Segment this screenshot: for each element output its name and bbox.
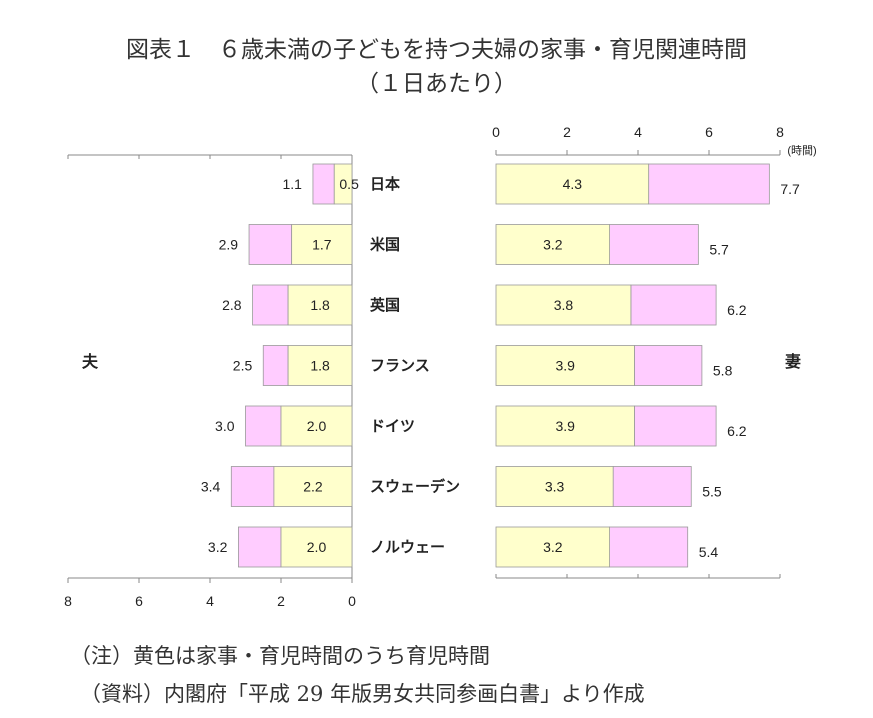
husband-childcare-bar <box>273 466 353 507</box>
husband-total-value: 1.1 <box>282 176 302 192</box>
wife-childcare-bar <box>495 345 635 386</box>
husband-childcare-value: 1.8 <box>310 297 330 313</box>
wife-childcare-value: 3.2 <box>543 237 563 253</box>
wife-childcare-value: 3.8 <box>554 297 574 313</box>
wife-housework-bar <box>612 466 692 507</box>
wife-axis-tick-label: 0 <box>492 124 500 140</box>
husband-childcare-bar <box>280 405 353 447</box>
category-label: 米国 <box>370 236 400 254</box>
husband-childcare-bar <box>287 284 353 326</box>
wife-total-value: 7.7 <box>780 181 800 197</box>
wife-total-value: 5.4 <box>699 544 719 560</box>
wife-total-value: 6.2 <box>727 423 747 439</box>
wife-total-value: 5.5 <box>702 484 722 500</box>
wife-childcare-bar <box>495 405 635 447</box>
category-label: フランス <box>370 358 430 375</box>
husband-childcare-value: 2.0 <box>307 539 327 555</box>
wife-childcare-value: 3.9 <box>555 358 575 374</box>
husband-housework-bar <box>237 526 282 568</box>
wife-side-label: 妻 <box>785 352 801 371</box>
wife-axis-unit: (時間) <box>787 144 816 157</box>
wife-childcare-bar <box>495 224 610 265</box>
chart-subtitle: （１日あたり） <box>356 71 517 97</box>
wife-housework-bar <box>609 526 689 568</box>
husband-housework-bar <box>230 466 275 507</box>
husband-housework-bar <box>312 163 335 205</box>
wife-axis-tick-label: 2 <box>563 124 571 140</box>
husband-housework-bar <box>245 405 282 447</box>
husband-childcare-bar <box>287 345 353 386</box>
husband-total-value: 3.4 <box>201 479 221 495</box>
husband-childcare-value: 2.0 <box>307 418 327 434</box>
husband-childcare-bar <box>333 163 353 205</box>
husband-total-value: 2.5 <box>233 358 253 374</box>
husband-childcare-bar <box>291 224 353 265</box>
wife-housework-bar <box>634 345 703 386</box>
wife-total-value: 5.8 <box>713 363 733 379</box>
wife-childcare-bar <box>495 284 632 326</box>
wife-childcare-value: 3.9 <box>555 418 575 434</box>
category-label: ノルウェー <box>370 539 445 556</box>
wife-childcare-value: 3.3 <box>545 479 565 495</box>
wife-childcare-bar <box>495 163 650 205</box>
husband-childcare-value: 0.5 <box>339 176 359 192</box>
husband-housework-bar <box>262 345 289 386</box>
wife-housework-bar <box>648 163 770 205</box>
category-label: スウェーデン <box>370 478 460 496</box>
husband-childcare-value: 1.7 <box>312 237 332 253</box>
wife-housework-bar <box>634 405 717 447</box>
wife-axis-tick-label: 4 <box>634 124 642 140</box>
note-text: （注）黄色は家事・育児時間のうち育児時間 <box>70 644 490 668</box>
wife-childcare-value: 4.3 <box>563 176 583 192</box>
wife-housework-bar <box>630 284 717 326</box>
wife-childcare-bar <box>495 466 614 507</box>
husband-housework-bar <box>248 224 293 265</box>
wife-total-value: 6.2 <box>727 302 747 318</box>
husband-total-value: 2.8 <box>222 297 242 313</box>
wife-axis-tick-label: 8 <box>776 124 784 140</box>
husband-axis-tick-label: 4 <box>206 593 214 609</box>
husband-total-value: 3.2 <box>208 539 228 555</box>
husband-childcare-bar <box>280 526 353 568</box>
husband-total-value: 2.9 <box>219 237 239 253</box>
wife-childcare-value: 3.2 <box>543 539 563 555</box>
category-label: 英国 <box>370 296 400 314</box>
wife-housework-bar <box>609 224 699 265</box>
category-label: 日本 <box>370 175 400 193</box>
wife-childcare-bar <box>495 526 610 568</box>
wife-total-value: 5.7 <box>709 242 729 258</box>
husband-side-label: 夫 <box>82 352 99 371</box>
category-label: ドイツ <box>370 418 415 435</box>
chart-title: 図表１ ６歳未満の子どもを持つ夫婦の家事・育児関連時間 <box>126 37 747 63</box>
husband-childcare-value: 2.2 <box>303 479 323 495</box>
husband-total-value: 3.0 <box>215 418 235 434</box>
husband-axis-tick-label: 0 <box>348 593 356 609</box>
husband-axis-tick-label: 2 <box>277 593 285 609</box>
husband-axis-tick-label: 8 <box>64 593 72 609</box>
husband-housework-bar <box>252 284 289 326</box>
husband-axis-tick-label: 6 <box>135 593 143 609</box>
source-text: （資料）内閣府「平成 29 年版男女共同参画白書」より作成 <box>80 682 645 706</box>
husband-childcare-value: 1.8 <box>310 358 330 374</box>
wife-axis-tick-label: 6 <box>705 124 713 140</box>
